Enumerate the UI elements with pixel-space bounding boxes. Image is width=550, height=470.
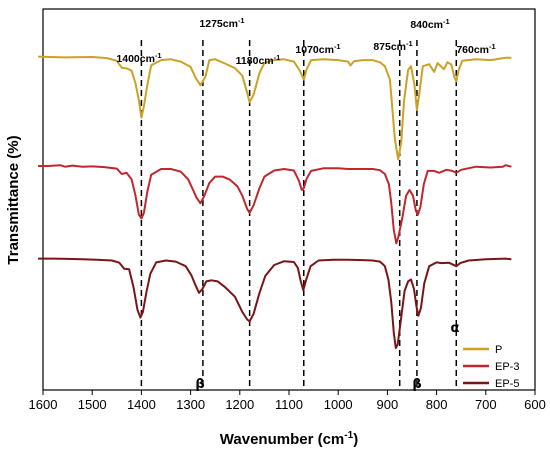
peak-label-superscript: -1 (238, 16, 245, 25)
band-label: β (412, 377, 421, 392)
peak-label-superscript: -1 (406, 39, 413, 48)
peak-label-superscript: -1 (155, 51, 162, 60)
peak-label: 760cm-1 (456, 42, 495, 56)
series-line-ep-3 (38, 164, 512, 245)
x-tick-label: 1100 (275, 397, 303, 412)
x-tick-label: 800 (426, 397, 448, 412)
x-tick-label: 1300 (176, 397, 205, 412)
peak-label: 1180cm-1 (236, 53, 281, 67)
peak-label-superscript: -1 (489, 42, 496, 51)
peak-label: 1275cm-1 (199, 16, 244, 30)
peak-label-value: 1070cm (295, 44, 334, 56)
legend-label: EP-3 (495, 361, 519, 373)
x-axis-title: Wavenumber (cm-1) (220, 430, 358, 448)
x-axis-title-end: ) (353, 431, 358, 448)
x-tick-label: 1000 (324, 397, 353, 412)
peak-label-value: 1180cm (236, 55, 274, 67)
legend: P EP-3 EP-5 (463, 344, 519, 390)
x-tick-label: 1400 (127, 397, 156, 412)
series-line-p (38, 55, 512, 161)
x-tick-label: 1200 (225, 397, 254, 412)
peak-label-value: 1400cm (116, 53, 155, 65)
x-tick-label: 900 (377, 397, 399, 412)
x-axis-title-superscript: -1 (344, 430, 353, 441)
y-axis-title: Transmittance (%) (5, 135, 22, 264)
peak-label-value: 760cm (456, 44, 489, 56)
x-tick-label: 1500 (78, 397, 107, 412)
x-tick-label: 1600 (29, 397, 58, 412)
reference-lines (140, 40, 458, 386)
spectra-series (38, 55, 512, 350)
x-axis-ticks: 1600 1500 1400 1300 1200 1100 1000 900 800 700 600 (29, 390, 546, 412)
series-line-ep-5 (38, 257, 512, 350)
peak-label-value: 1275cm (199, 18, 238, 30)
x-tick-label: 600 (524, 397, 546, 412)
band-labels: β β α (195, 321, 459, 392)
peak-label: 1070cm-1 (295, 42, 340, 56)
peak-label-superscript: -1 (443, 17, 450, 26)
peak-label-superscript: -1 (334, 42, 341, 51)
peak-label: 840cm-1 (410, 17, 449, 31)
peak-label-superscript: -1 (274, 53, 281, 62)
legend-label: P (495, 344, 502, 356)
peak-label: 1400cm-1 (116, 51, 161, 65)
x-tick-label: 700 (475, 397, 497, 412)
peak-label-value: 875cm (373, 41, 406, 53)
peak-label: 875cm-1 (373, 39, 412, 53)
band-label: β (195, 377, 204, 392)
legend-label: EP-5 (495, 378, 519, 390)
peak-label-value: 840cm (410, 19, 443, 31)
band-label: α (451, 321, 460, 336)
